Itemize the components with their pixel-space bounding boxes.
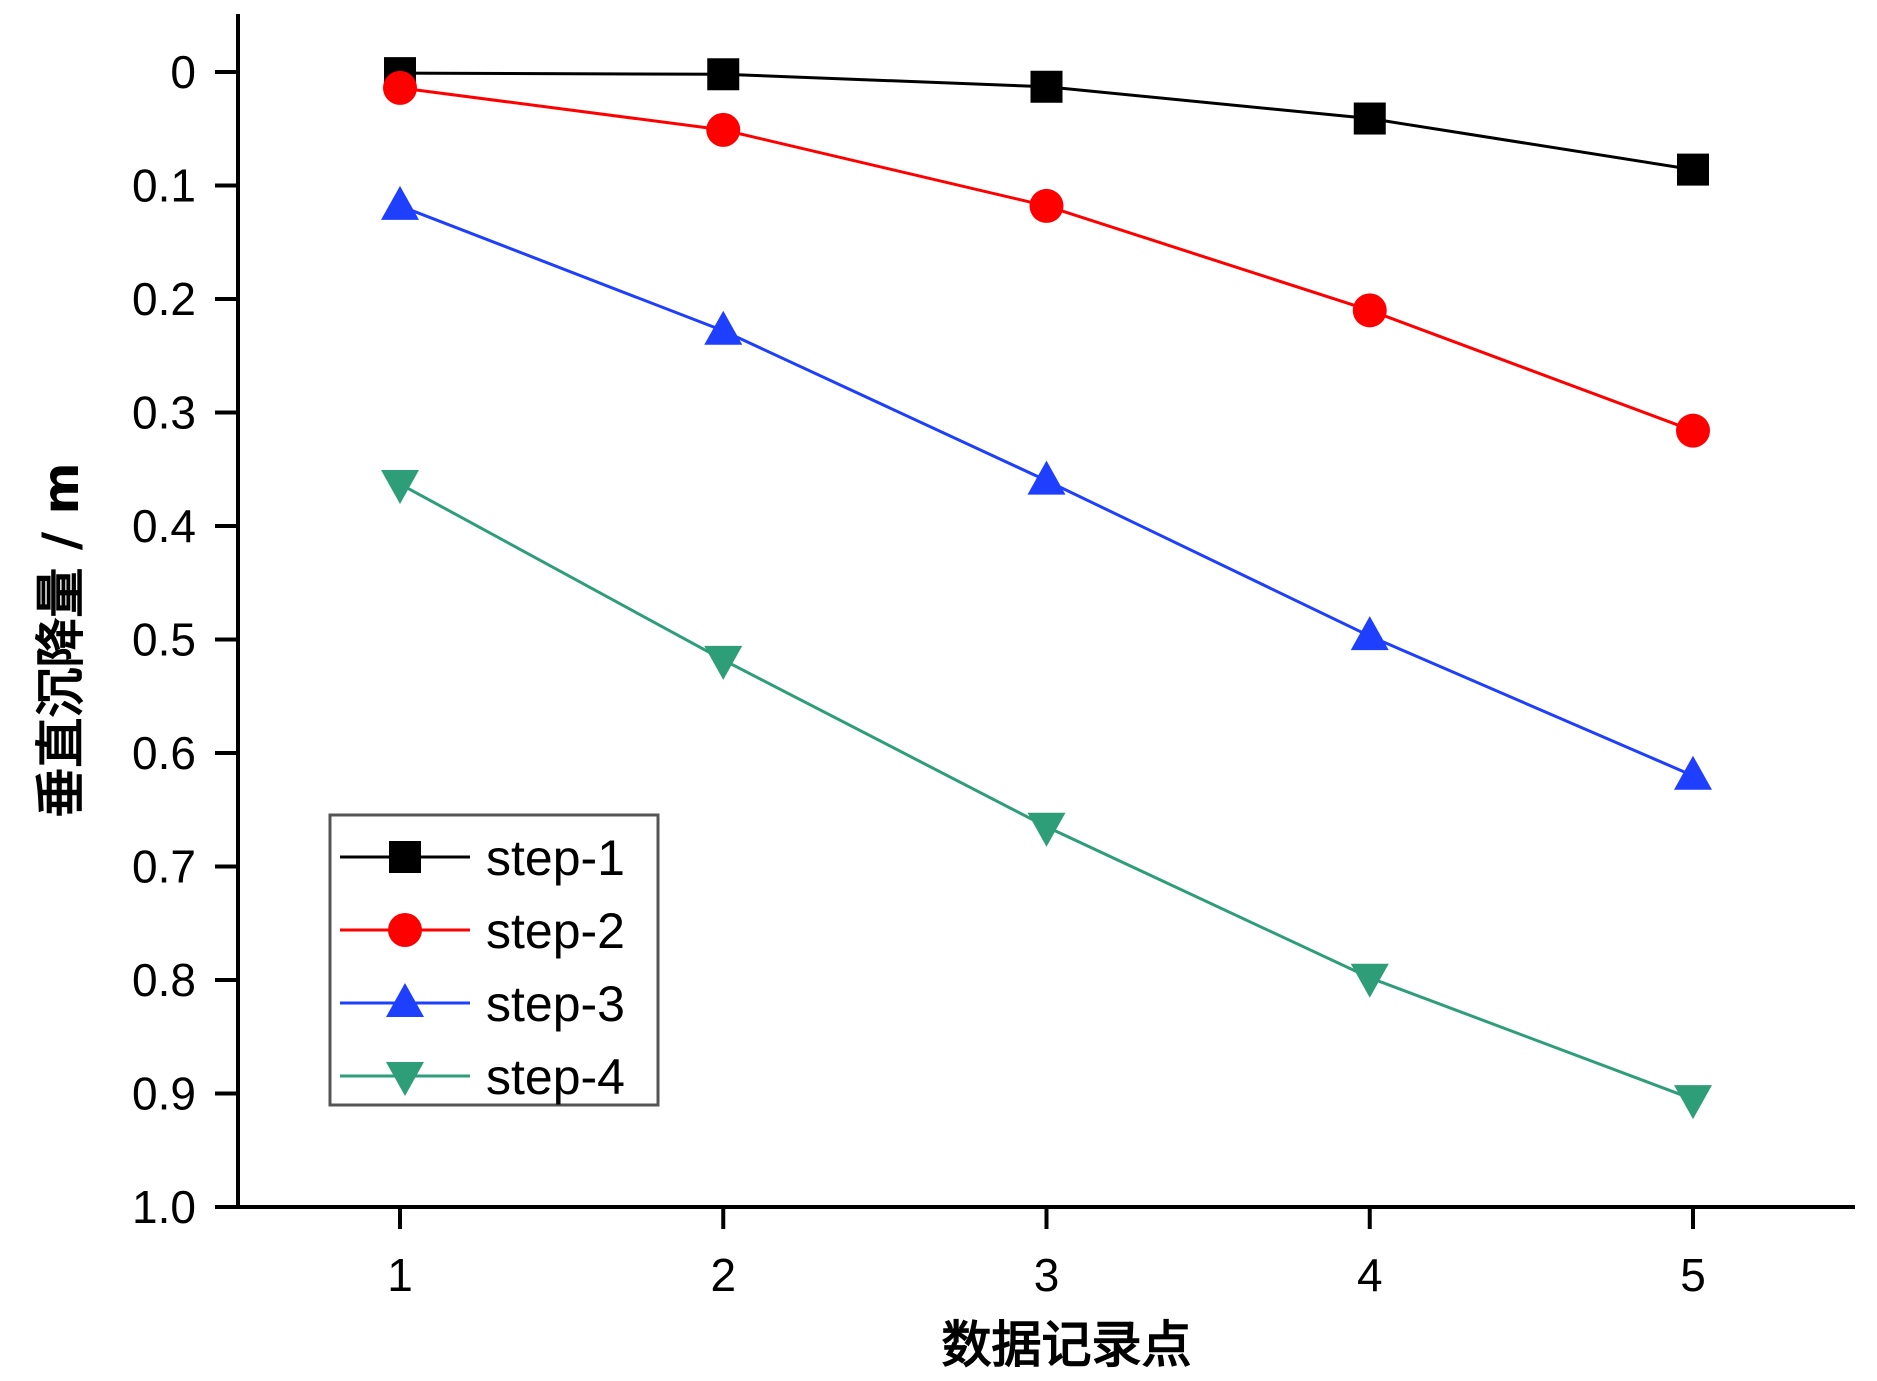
data-point-step-4	[1674, 1085, 1712, 1120]
x-tick-label: 5	[1680, 1249, 1706, 1301]
axes: 0 0.1 0.2 0.3 0.4 0.5 0.6 0.7 0.8 0.9 1.0 1 2 3 4 5	[132, 14, 1855, 1301]
data-point-step-2	[383, 70, 417, 105]
data-point-step-1	[1030, 70, 1063, 103]
legend-label: step-3	[486, 976, 625, 1032]
data-point-step-4	[1027, 812, 1066, 847]
x-tick-label: 1	[387, 1249, 413, 1301]
legend-marker	[386, 1062, 424, 1096]
y-tick-label: 0.9	[132, 1068, 196, 1120]
x-tick-label: 2	[710, 1249, 736, 1301]
data-point-step-2	[1352, 293, 1387, 328]
legend-marker	[388, 913, 422, 947]
data-point-step-3	[704, 310, 743, 345]
data-point-step-1	[1677, 153, 1709, 186]
y-tick-label: 1.0	[132, 1181, 196, 1233]
series-step-3	[381, 185, 1712, 790]
data-point-step-3	[1027, 460, 1066, 495]
legend: step-1 step-2 step-3 step-4	[328, 813, 660, 1107]
data-point-step-3	[381, 185, 419, 220]
series-step-2	[383, 70, 1710, 448]
data-point-step-4	[1350, 963, 1389, 998]
data-point-step-4	[704, 645, 743, 680]
data-point-step-2	[706, 112, 741, 147]
x-tick-label: 3	[1034, 1249, 1060, 1301]
series-step-1	[384, 57, 1709, 186]
legend-marker	[386, 983, 424, 1017]
data-point-step-4	[381, 470, 419, 505]
y-tick-label: 0.4	[132, 500, 196, 552]
legend-item-step-1: step-1	[340, 830, 625, 886]
y-tick-label: 0.8	[132, 954, 196, 1006]
data-point-step-3	[1350, 616, 1389, 651]
legend-item-step-4: step-4	[340, 1049, 625, 1105]
y-tick-label: 0.2	[132, 273, 196, 325]
y-tick-label: 0	[170, 46, 196, 98]
y-tick-label: 0.1	[132, 160, 196, 212]
series-step-4	[381, 470, 1712, 1120]
data-point-step-2	[1029, 188, 1064, 223]
x-axis-title: 数据记录点	[942, 1316, 1192, 1374]
y-tick-label: 0.5	[132, 614, 196, 666]
legend-label: step-2	[486, 903, 625, 959]
legend-box	[328, 813, 660, 1107]
y-tick-label: 0.7	[132, 841, 196, 893]
data-point-step-2	[1676, 413, 1710, 448]
y-axis-title: 垂直沉降量 / m	[32, 462, 90, 817]
data-point-step-3	[1674, 755, 1712, 790]
legend-label: step-1	[486, 830, 625, 886]
data-point-step-1	[707, 58, 740, 91]
y-tick-label: 0.3	[132, 387, 196, 439]
y-tick-label: 0.6	[132, 727, 196, 779]
data-point-step-1	[1353, 102, 1386, 135]
series-layer	[381, 57, 1712, 1120]
legend-label: step-4	[486, 1049, 625, 1105]
legend-item-step-3: step-3	[340, 976, 625, 1032]
legend-item-step-2: step-2	[340, 903, 625, 959]
legend-marker	[389, 841, 421, 873]
x-tick-label: 4	[1357, 1249, 1383, 1301]
